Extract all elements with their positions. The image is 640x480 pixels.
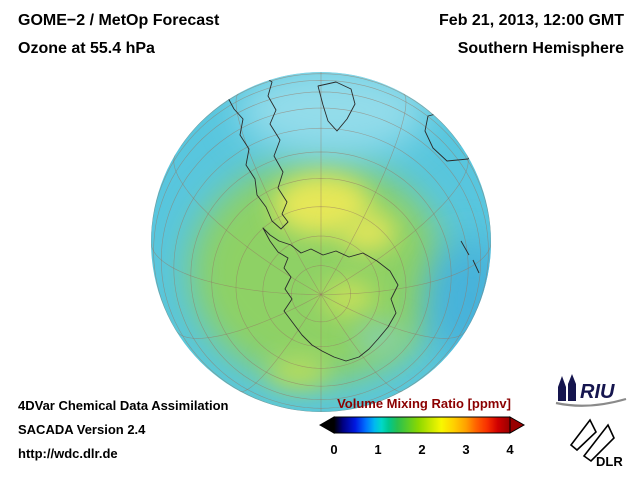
graticule-grid	[151, 72, 491, 412]
colorbar-tick-4: 4	[506, 442, 514, 457]
south-america-coastline	[221, 72, 289, 230]
africa-coastline	[317, 81, 356, 132]
riu-wordmark: RIU	[580, 381, 615, 403]
colorbar-tick-3: 3	[462, 442, 469, 457]
colorbar-title: Volume Mixing Ratio [ppmv]	[337, 396, 511, 411]
colorbar-arrow-right	[509, 416, 526, 434]
cathedral-icon	[558, 374, 576, 401]
credit-assimilation: 4DVar Chemical Data Assimilation	[18, 398, 229, 413]
credit-url: http://wdc.dlr.de	[18, 446, 118, 461]
antarctica-coastline	[262, 227, 399, 362]
colorbar: 0 1 2 3 4	[318, 416, 526, 457]
credit-version: SACADA Version 2.4	[18, 422, 146, 437]
riu-logo: RIU	[555, 374, 627, 407]
dlr-logo: DLR	[569, 418, 623, 468]
colorbar-tick-0: 0	[330, 442, 337, 457]
riu-swoosh	[555, 397, 627, 407]
new-zealand-coastline	[460, 240, 480, 274]
title-level: Ozone at 55.4 hPa	[18, 40, 155, 57]
colorbar-tick-1: 1	[374, 442, 381, 457]
title-datetime: Feb 21, 2013, 12:00 GMT	[439, 12, 624, 29]
colorbar-tick-2: 2	[418, 442, 425, 457]
title-product: GOME−2 / MetOp Forecast	[18, 12, 220, 29]
coastlines	[221, 72, 480, 362]
dlr-wordmark: DLR	[596, 454, 623, 468]
colorbar-arrow-left	[318, 416, 335, 434]
dlr-emblem-icon	[569, 418, 615, 463]
ozone-field	[151, 72, 491, 412]
colorbar-gradient	[333, 416, 511, 434]
title-hemisphere: Southern Hemisphere	[457, 40, 624, 57]
